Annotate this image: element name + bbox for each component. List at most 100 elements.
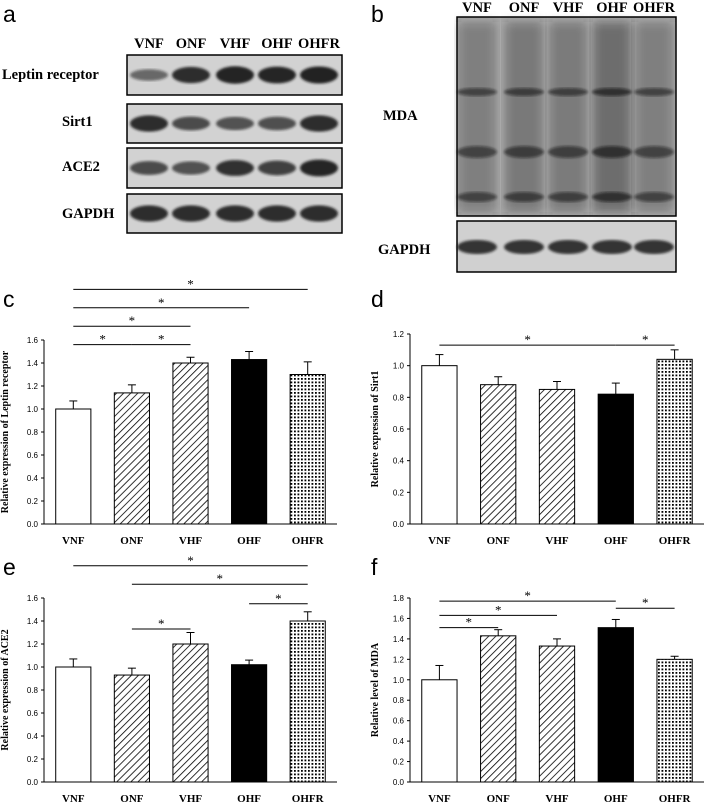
y-tick-label: 0.6 (393, 425, 405, 434)
panel-a-blot-strips (126, 54, 343, 234)
y-tick-label: 0.2 (393, 758, 405, 767)
y-tick-label: 1.0 (27, 405, 39, 414)
significance-star: * (187, 553, 194, 568)
blot-band (504, 240, 544, 254)
bar-vnf (55, 408, 92, 525)
significance-star: * (524, 588, 531, 603)
blot-band (634, 88, 674, 96)
x-category-label: OHF (237, 535, 261, 547)
lane-label-onf: ONF (509, 0, 540, 16)
y-tick-label: 1.0 (393, 362, 405, 371)
x-category-label: ONF (120, 793, 144, 805)
x-category-label: OHFR (659, 535, 692, 547)
y-axis-label: Relative expression of Sirt1 (370, 371, 381, 488)
blot-band (300, 66, 338, 84)
lane-label-ohfr: OHFR (298, 36, 340, 52)
blot-band (172, 116, 210, 131)
y-tick-label: 1.0 (393, 676, 405, 685)
y-tick-label: 0.4 (27, 474, 39, 483)
bar-onf (480, 635, 517, 783)
bar-onf (480, 384, 517, 525)
blot-band (130, 69, 168, 81)
y-tick-label: 0.0 (27, 778, 39, 787)
y-tick-label: 0.8 (393, 696, 405, 705)
panel-c-chart: c 0.0 0.2 0.4 0.6 0.8 1.0 1.2 1.4 1.6 Relative ex… (0, 276, 337, 547)
lane-label-ohf: OHF (261, 36, 293, 52)
blot-row-label-ace2: ACE2 (62, 159, 100, 175)
blot-band (172, 205, 210, 222)
blot-band (216, 205, 254, 222)
panel-e-chart: e 0.0 0.2 0.4 0.6 0.8 1.0 1.2 1.4 1.6 Relative ex… (0, 553, 337, 805)
panel-f-chart: f 0.0 0.2 0.4 0.6 0.8 1.0 1.2 1.4 1.6 1.8 Relative… (370, 554, 704, 805)
panel-b-blot-strips (456, 16, 677, 273)
x-category-label: VNF (62, 793, 85, 805)
lane-label-vhf: VHF (553, 0, 584, 16)
panel-a-lane-labels: VNF ONF VHF OHF OHFR (134, 36, 340, 52)
blot-band (216, 116, 254, 131)
significance-star: * (129, 313, 136, 328)
panel-a-western-blot: a VNF ONF VHF OHF OHFR Leptin receptor S… (2, 1, 343, 234)
y-tick-label: 1.4 (393, 635, 405, 644)
panel-d-chart: d 0.0 0.2 0.4 0.6 0.8 1.0 1.2 Relative expressi… (370, 286, 704, 547)
panel-a-label: a (3, 1, 16, 27)
y-tick-label: 1.0 (27, 663, 39, 672)
blot-band (216, 160, 254, 176)
y-tick-label: 0.2 (393, 488, 405, 497)
panel-d-label: d (371, 286, 384, 312)
blot-band (216, 66, 254, 84)
significance-star: * (158, 295, 165, 310)
blot-band (634, 192, 674, 202)
blot-band (300, 115, 338, 132)
blot-band (300, 205, 338, 222)
y-tick-label: 0.8 (27, 686, 39, 695)
blot-band (130, 161, 168, 175)
y-axis-label: Relative level of MDA (370, 642, 381, 737)
bar-ohfr (289, 374, 326, 525)
bar-ohfr (656, 358, 693, 525)
significance-star: * (466, 615, 473, 630)
y-tick-label: 1.6 (393, 614, 405, 623)
lane-label-vnf: VNF (134, 36, 164, 52)
blot-band (592, 192, 632, 202)
bar-vhf (172, 362, 209, 525)
significance-star: * (158, 332, 165, 347)
bar-ohfr (656, 658, 693, 783)
x-category-label: VNF (428, 793, 451, 805)
bar-ohf (231, 359, 268, 525)
y-axis-label: Relative expression of ACE2 (0, 629, 11, 750)
panel-b-western-blot: b VNF ONF VHF OHF OHFR MDA GAPDH (371, 0, 677, 273)
y-tick-label: 1.2 (27, 382, 39, 391)
mda-smear (458, 22, 496, 212)
blot-row-label-leptin-receptor: Leptin receptor (2, 67, 99, 83)
blot-band (634, 240, 674, 254)
blot-band (457, 192, 497, 202)
significance-star: * (217, 571, 224, 586)
lane-label-vnf: VNF (462, 0, 492, 16)
blot-band (130, 205, 168, 222)
significance-star: * (524, 332, 531, 347)
blot-band (258, 205, 296, 222)
blot-band (592, 240, 632, 254)
blot-row-label-gapdh: GAPDH (378, 242, 431, 258)
bar-vhf (538, 388, 576, 525)
x-category-label: OHFR (292, 793, 325, 805)
mda-smear (635, 22, 673, 212)
x-category-label: VHF (179, 793, 203, 805)
blot-band (634, 146, 674, 158)
lane-label-vhf: VHF (220, 36, 251, 52)
x-category-label: ONF (120, 535, 144, 547)
blot-band (548, 146, 588, 158)
blot-band (548, 88, 588, 96)
x-category-label: ONF (487, 535, 511, 547)
significance-star: * (642, 332, 649, 347)
lane-label-ohf: OHF (596, 0, 628, 16)
x-category-label: OHF (237, 793, 261, 805)
y-tick-label: 0.4 (393, 737, 405, 746)
blot-row-label-gapdh: GAPDH (62, 206, 115, 222)
bar-ohf (231, 664, 268, 783)
bar-ohf (597, 627, 634, 783)
x-category-label: ONF (487, 793, 511, 805)
bar-vnf (421, 679, 458, 783)
y-tick-label: 0.2 (27, 497, 39, 506)
y-tick-label: 0.4 (393, 457, 405, 466)
